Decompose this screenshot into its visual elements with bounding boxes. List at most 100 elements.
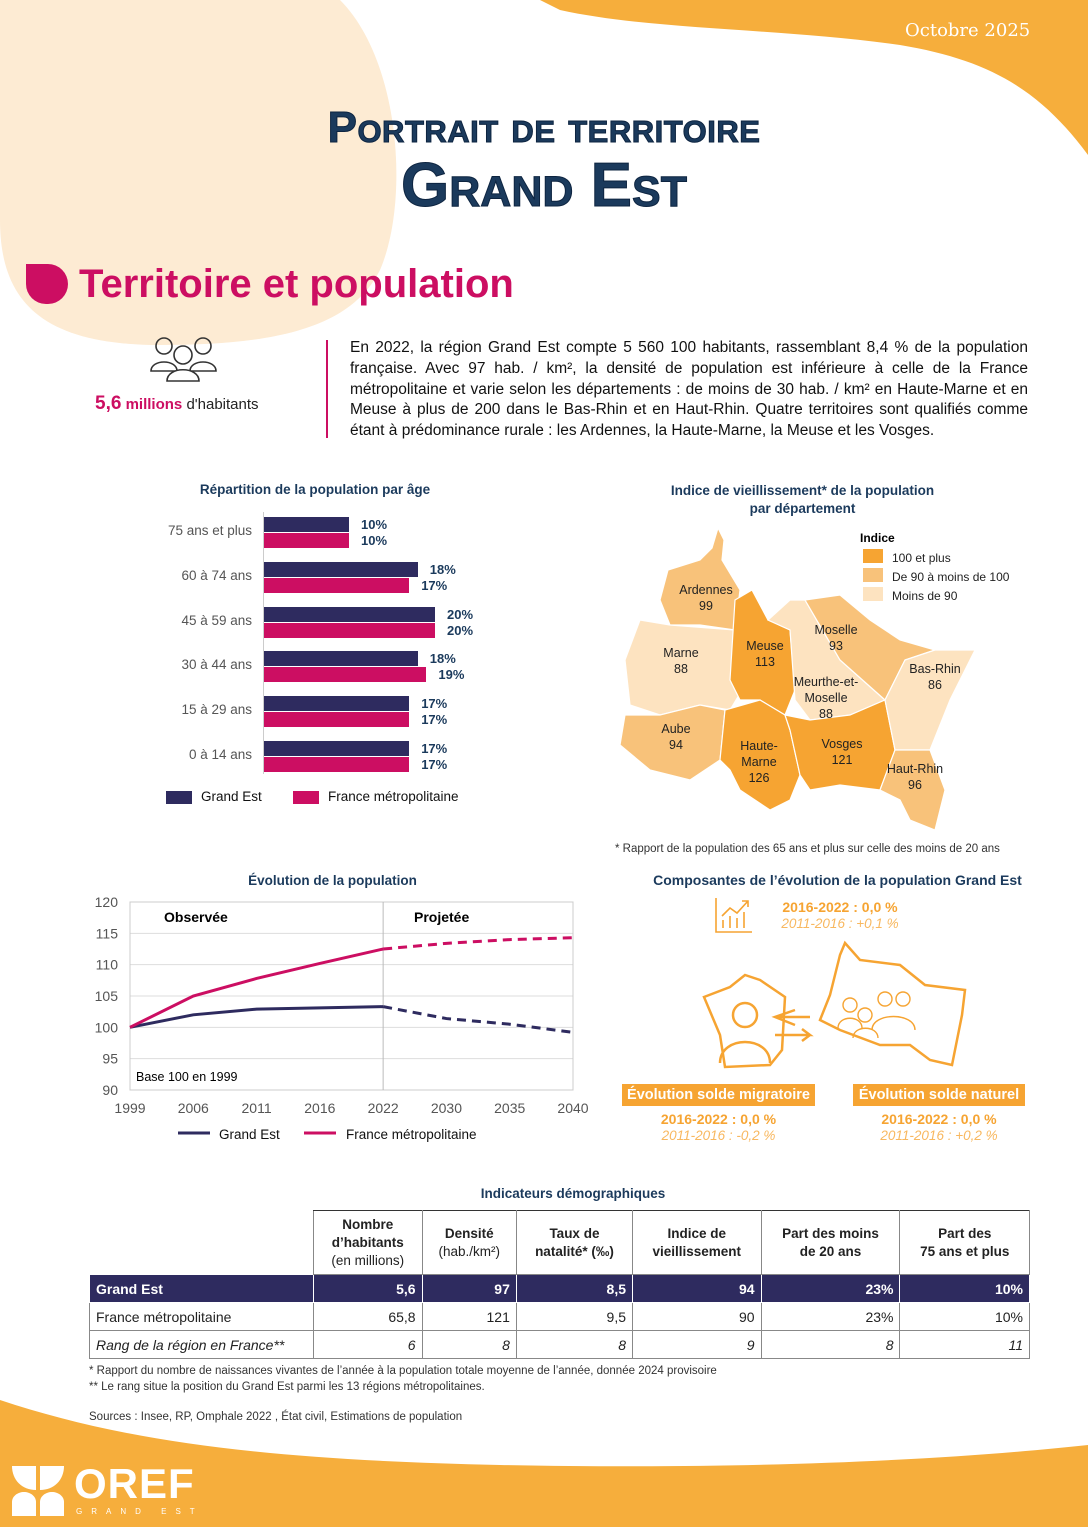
- age-bar-france: [263, 533, 349, 548]
- table-cell: 10%: [899, 1274, 1030, 1303]
- page-supertitle: Portrait de territoire: [327, 103, 761, 153]
- age-category-label: 75 ans et plus: [167, 523, 252, 538]
- x-tick-label: 2022: [368, 1100, 399, 1116]
- y-tick-label: 115: [96, 925, 119, 941]
- age-bar-value: 18%: [429, 561, 456, 577]
- legend-line-grand-est: [178, 1131, 210, 1135]
- y-tick-label: 95: [102, 1051, 118, 1067]
- table-title: Indicateurs démographiques: [480, 1186, 666, 1201]
- row-label: Rang de la région en France**: [89, 1330, 314, 1359]
- components-title: Composantes de l’évolution de la populat…: [653, 872, 1022, 888]
- plot-frame: [129, 901, 574, 1091]
- map-dept-label: Meuse: [746, 639, 784, 653]
- column-header: Nombre d’habitants (en millions): [313, 1210, 423, 1275]
- natural-previous: 2011-2016 : +0,2 %: [880, 1128, 998, 1143]
- migration-previous: 2011-2016 : -0,2 %: [661, 1128, 776, 1143]
- map-dept-label: Marne: [663, 646, 698, 660]
- age-bar-france: [263, 712, 410, 728]
- region-label-observed: Observée: [164, 909, 228, 925]
- logo-mark-icon: [12, 1466, 64, 1516]
- age-category-label: 30 à 44 ans: [181, 657, 252, 673]
- y-tick-label: 110: [96, 957, 119, 973]
- table-cell: 97: [421, 1274, 517, 1303]
- series-line-observed-grand-est: [129, 1005, 384, 1029]
- table-cell: 6: [313, 1330, 423, 1359]
- population-total: 5,6 millions d'habitants: [95, 393, 259, 414]
- map-legend-title: Indice: [860, 531, 895, 545]
- grand-est-outline-icon: [818, 940, 967, 1067]
- publication-date: Octobre 2025: [905, 20, 1031, 41]
- map-dept-label: 93: [829, 639, 843, 653]
- age-category-label: 45 à 59 ans: [181, 612, 252, 628]
- age-bar-value: 19%: [438, 667, 465, 683]
- x-tick-label: 2006: [178, 1100, 209, 1116]
- map-note: * Rapport de la population des 65 ans et…: [615, 843, 1000, 855]
- map-dept-label: Vosges: [821, 737, 862, 751]
- map-dept-label: 121: [832, 753, 853, 767]
- map-dept-ardennes: [659, 526, 741, 631]
- y-tick-label: 90: [102, 1082, 118, 1098]
- table-cell: 94: [632, 1274, 762, 1303]
- map-legend-label: Moins de 90: [892, 589, 958, 603]
- sources: Sources : Insee, RP, Omphale 2022 , État…: [89, 1411, 463, 1423]
- map-legend-swatch-low: [863, 587, 883, 601]
- arrows-exchange-icon: [771, 1008, 814, 1042]
- total-previous: 2011-2016 : +0,1 %: [781, 916, 899, 931]
- column-header: Taux de natalité* (‰): [515, 1210, 634, 1275]
- map-dept-label: Bas-Rhin: [909, 662, 960, 676]
- age-bar-grand-est: [263, 517, 349, 532]
- map-dept-label: 94: [669, 738, 683, 752]
- column-header: Indice de vieillissement: [632, 1210, 762, 1275]
- row-label: Grand Est: [89, 1274, 314, 1303]
- age-bar-value: 17%: [421, 757, 448, 772]
- migration-label: Évolution solde migratoire: [622, 1084, 815, 1106]
- aging-index-map: Ardennes 99 Marne 88 Meuse 113 Moselle 93 Meurth…: [619, 526, 1010, 831]
- map-dept-meuse: [729, 589, 796, 716]
- column-header: Part des moins de 20 ans: [760, 1210, 901, 1275]
- age-chart-title: Répartition de la population par âge: [199, 482, 431, 497]
- x-tick-label: 1999: [114, 1100, 145, 1116]
- age-bar-grand-est: [263, 561, 418, 577]
- age-bar-france: [263, 667, 427, 683]
- section-title: Territoire et population: [79, 262, 514, 306]
- x-tick-label: 2040: [557, 1100, 588, 1116]
- migration-natural-illustration: [702, 940, 967, 1069]
- table-cell: 65,8: [313, 1302, 423, 1331]
- age-bar-grand-est: [263, 651, 418, 667]
- map-dept-label: 96: [908, 778, 922, 792]
- table-cell: 23%: [760, 1302, 901, 1331]
- table-cell: 9,5: [515, 1302, 634, 1331]
- map-dept-label: Aube: [661, 722, 690, 736]
- age-bar-value: 20%: [447, 622, 474, 638]
- age-bar-grand-est: [263, 696, 410, 712]
- row-label: France métropolitaine: [89, 1302, 314, 1331]
- section-marker: [26, 264, 68, 304]
- map-dept-label: 126: [749, 771, 770, 785]
- table-cell: 8: [760, 1330, 901, 1359]
- age-bar-value: 17%: [421, 741, 448, 756]
- region-label-projected: Projetée: [414, 909, 469, 925]
- table-cell: 8: [421, 1330, 517, 1359]
- age-bar-france: [263, 757, 410, 772]
- map-legend-swatch-mid: [863, 568, 883, 582]
- oref-logo: OREF GRAND EST: [12, 1460, 195, 1521]
- table-row: Rang de la région en France** 6 8 8 9 8 11: [89, 1330, 1030, 1359]
- base-note: Base 100 en 1999: [136, 1070, 238, 1084]
- age-category-label: 15 à 29 ans: [181, 702, 252, 718]
- map-dept-label: Haute-: [740, 739, 778, 753]
- natural-label: Évolution solde naturel: [853, 1084, 1025, 1106]
- legend-label-grand-est: Grand Est: [201, 789, 262, 804]
- map-dept-label: Haut-Rhin: [887, 762, 943, 776]
- x-tick-label: 2016: [304, 1100, 335, 1116]
- age-bar-france: [263, 622, 435, 638]
- intro-paragraph: En 2022, la région Grand Est compte 5 56…: [350, 339, 1028, 440]
- x-tick-label: 2011: [242, 1100, 272, 1116]
- legend-label-france: France métropolitaine: [328, 789, 459, 804]
- map-dept-label: Moselle: [804, 691, 847, 705]
- map-dept-label: Ardennes: [679, 583, 733, 597]
- footnote: * Rapport du nombre de naissances vivant…: [89, 1365, 717, 1377]
- map-legend-label: 100 et plus: [892, 551, 951, 565]
- line-chart-title: Évolution de la population: [248, 873, 417, 888]
- age-category-label: 60 à 74 ans: [181, 567, 252, 583]
- y-tick-label: 100: [95, 1019, 119, 1035]
